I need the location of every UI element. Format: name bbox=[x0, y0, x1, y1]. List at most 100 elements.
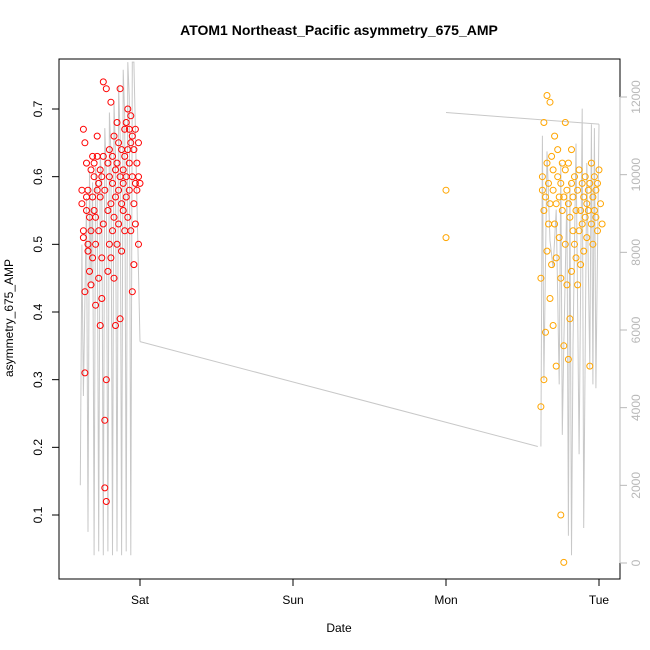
data-point-series-1 bbox=[136, 179, 144, 187]
data-point-series-1 bbox=[95, 274, 103, 282]
data-point-series-2 bbox=[586, 362, 594, 370]
data-point-series-2 bbox=[555, 193, 563, 201]
data-point-series-1 bbox=[79, 234, 87, 242]
y2-tick-label: 6000 bbox=[629, 316, 643, 343]
data-point-series-1 bbox=[110, 213, 118, 221]
data-point-series-2 bbox=[572, 254, 580, 262]
data-point-series-1 bbox=[119, 166, 127, 174]
data-point-series-2 bbox=[442, 186, 450, 194]
data-point-series-1 bbox=[92, 301, 100, 309]
data-point-series-2 bbox=[581, 173, 589, 181]
data-point-series-1 bbox=[124, 213, 132, 221]
data-point-series-2 bbox=[549, 166, 557, 174]
data-point-series-1 bbox=[125, 159, 133, 167]
data-point-series-2 bbox=[542, 328, 549, 336]
data-point-series-2 bbox=[537, 274, 545, 282]
data-point-series-2 bbox=[597, 200, 604, 208]
data-point-series-2 bbox=[577, 261, 585, 269]
data-point-series-1 bbox=[125, 186, 133, 194]
data-point-series-2 bbox=[568, 146, 575, 154]
data-point-series-1 bbox=[87, 166, 95, 174]
data-point-series-2 bbox=[543, 92, 551, 99]
data-point-series-2 bbox=[575, 166, 583, 174]
data-point-series-1 bbox=[107, 200, 115, 208]
secondary-series-layer bbox=[79, 61, 600, 556]
data-point-series-1 bbox=[81, 288, 89, 296]
x-axis-label: Date bbox=[326, 621, 352, 635]
data-point-series-1 bbox=[83, 159, 90, 167]
data-point-series-1 bbox=[96, 322, 104, 329]
data-point-series-1 bbox=[133, 186, 141, 194]
y2-tick-label: 2000 bbox=[629, 472, 643, 499]
data-point-series-1 bbox=[90, 207, 98, 214]
y-tick-label: 0.3 bbox=[31, 371, 45, 388]
data-point-series-1 bbox=[102, 498, 110, 505]
data-point-series-2 bbox=[554, 146, 562, 154]
x-tick-label: Tue bbox=[589, 593, 610, 607]
data-point-series-2 bbox=[551, 132, 559, 140]
data-point-series-1 bbox=[135, 139, 142, 147]
data-point-series-2 bbox=[548, 152, 556, 160]
data-point-series-1 bbox=[112, 166, 119, 174]
y-tick-label: 0.5 bbox=[31, 236, 45, 253]
data-point-series-1 bbox=[133, 159, 141, 167]
data-point-series-1 bbox=[124, 105, 132, 113]
data-point-series-2 bbox=[580, 247, 588, 255]
data-point-series-1 bbox=[102, 85, 110, 93]
data-point-series-2 bbox=[560, 558, 568, 566]
data-point-series-1 bbox=[102, 376, 110, 384]
data-point-series-1 bbox=[101, 416, 109, 424]
data-point-series-1 bbox=[119, 207, 127, 214]
data-point-series-1 bbox=[113, 159, 121, 167]
data-point-series-1 bbox=[84, 186, 92, 194]
y-axis-right: 0 2000 4000 6000 8000 10000 12000 bbox=[619, 80, 643, 566]
data-point-series-1 bbox=[87, 281, 95, 289]
data-point-series-1 bbox=[84, 247, 92, 255]
data-point-series-1 bbox=[116, 315, 124, 323]
data-point-series-2 bbox=[564, 355, 572, 363]
data-point-series-1 bbox=[121, 152, 129, 160]
data-point-series-2 bbox=[537, 403, 545, 411]
data-point-series-2 bbox=[566, 315, 574, 323]
data-point-series-1 bbox=[109, 227, 116, 235]
data-point-series-2 bbox=[558, 207, 566, 214]
data-point-series-2 bbox=[542, 193, 549, 201]
data-point-series-2 bbox=[568, 267, 575, 275]
data-point-series-1 bbox=[98, 173, 106, 181]
data-point-series-2 bbox=[595, 166, 603, 174]
data-point-series-2 bbox=[557, 179, 565, 187]
data-point-series-2 bbox=[583, 200, 591, 208]
points-layer bbox=[78, 78, 606, 566]
x-axis: Sat Sun Mon Tue bbox=[131, 578, 610, 607]
data-point-series-1 bbox=[112, 322, 119, 329]
data-point-series-1 bbox=[105, 146, 113, 154]
data-point-series-1 bbox=[79, 125, 87, 133]
data-point-series-1 bbox=[95, 179, 103, 187]
secondary-line-descent bbox=[139, 341, 538, 447]
data-point-series-1 bbox=[128, 132, 136, 140]
data-point-series-1 bbox=[113, 240, 121, 248]
data-point-series-2 bbox=[574, 281, 582, 289]
data-point-series-2 bbox=[578, 179, 586, 187]
data-point-series-2 bbox=[594, 179, 601, 187]
data-point-series-2 bbox=[571, 173, 578, 181]
data-point-series-2 bbox=[554, 173, 562, 181]
data-point-series-1 bbox=[98, 295, 106, 302]
data-point-series-1 bbox=[118, 200, 126, 208]
data-point-series-1 bbox=[109, 179, 116, 187]
data-point-series-2 bbox=[561, 166, 569, 174]
y2-tick-label: 8000 bbox=[629, 239, 643, 266]
data-point-series-1 bbox=[92, 240, 100, 248]
data-point-series-2 bbox=[552, 254, 560, 262]
data-point-series-1 bbox=[105, 240, 113, 248]
data-point-series-1 bbox=[107, 98, 115, 106]
data-point-series-1 bbox=[98, 254, 106, 262]
data-point-series-2 bbox=[538, 186, 546, 194]
data-point-series-2 bbox=[442, 234, 450, 242]
data-point-series-1 bbox=[135, 173, 142, 181]
data-point-series-2 bbox=[557, 511, 565, 519]
x-tick-label: Sat bbox=[131, 593, 150, 607]
data-point-series-2 bbox=[549, 186, 557, 194]
data-point-series-2 bbox=[551, 220, 559, 228]
data-point-series-1 bbox=[96, 193, 104, 201]
